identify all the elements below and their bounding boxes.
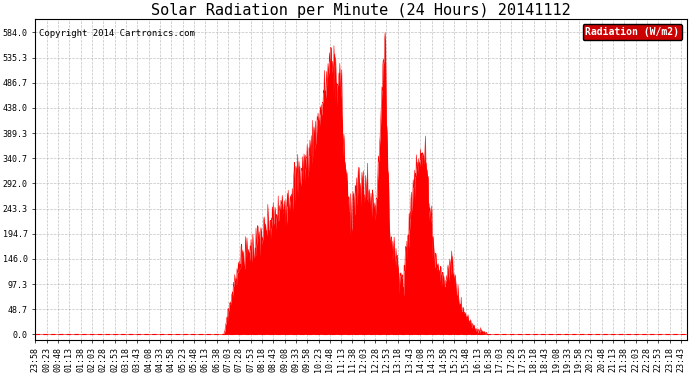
- Text: Copyright 2014 Cartronics.com: Copyright 2014 Cartronics.com: [39, 28, 195, 38]
- Legend: Radiation (W/m2): Radiation (W/m2): [582, 24, 682, 40]
- Title: Solar Radiation per Minute (24 Hours) 20141112: Solar Radiation per Minute (24 Hours) 20…: [151, 3, 571, 18]
